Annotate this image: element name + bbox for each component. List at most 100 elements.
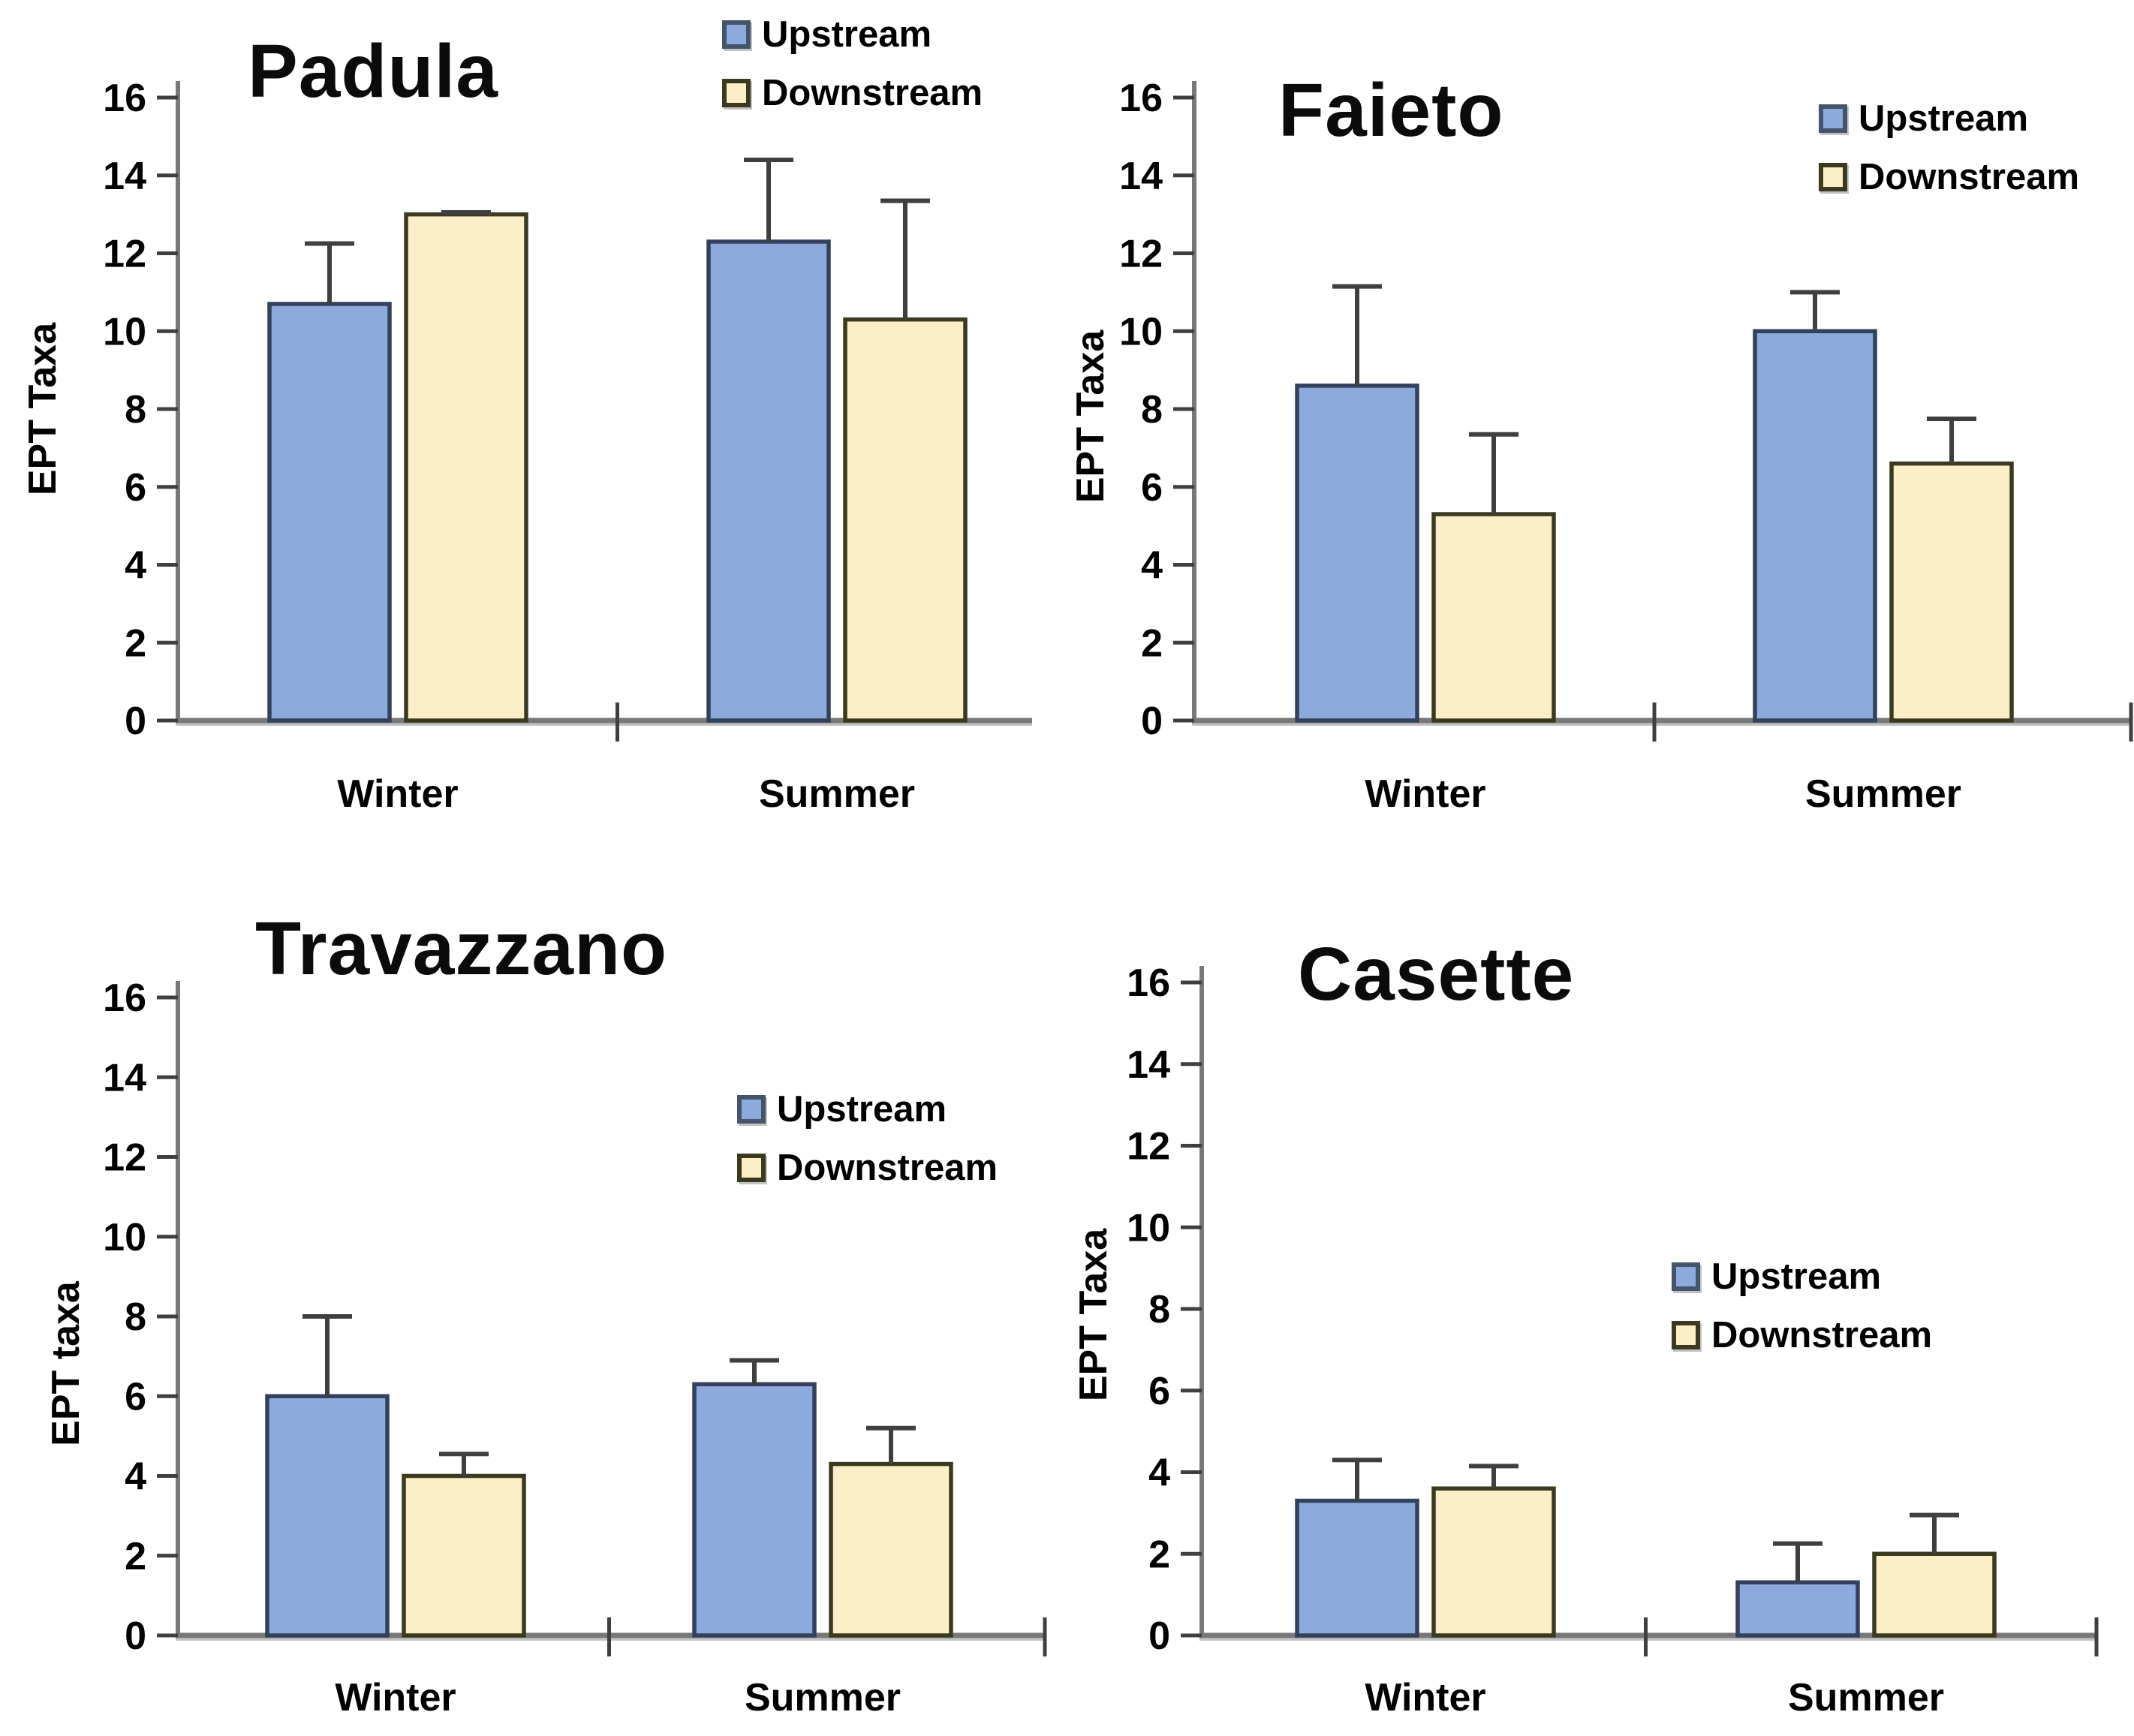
bar-upstream-winter	[1295, 1498, 1419, 1638]
y-tick-label: 0	[125, 1614, 146, 1658]
legend-item-upstream: Upstream	[722, 15, 983, 54]
category-label-summer: Summer	[1788, 1676, 1944, 1719]
y-tick-label: 0	[125, 700, 146, 743]
y-axis-label: EPT taxa	[44, 1281, 88, 1446]
y-axis-label: EPT Taxa	[1069, 329, 1112, 504]
legend-label-downstream: Downstream	[1859, 157, 2080, 197]
y-axis-label: EPT Taxa	[21, 322, 65, 496]
bar-downstream-summer	[1889, 461, 2014, 723]
category-label-winter: Winter	[337, 772, 458, 816]
y-tick-label: 8	[1148, 1288, 1170, 1331]
y-tick-label: 14	[103, 1056, 146, 1100]
downstream-swatch-icon	[1672, 1321, 1700, 1349]
y-tick-label: 6	[1148, 1370, 1170, 1413]
upstream-swatch-icon	[737, 1095, 766, 1124]
bar-upstream-winter	[1295, 384, 1419, 723]
category-label-winter: Winter	[1365, 772, 1485, 816]
bar-upstream-summer	[1735, 1580, 1860, 1638]
travazzano-bar-chart: 0 2 4 6 8 10 12 14 16 Winter Summer	[103, 976, 1047, 1719]
upstream-swatch-icon	[1819, 104, 1847, 133]
bar-downstream-winter	[404, 212, 528, 723]
y-tick-label: 4	[125, 544, 146, 588]
legend-item-downstream: Downstream	[1819, 158, 2079, 197]
panel-travazzano: 0 2 4 6 8 10 12 14 16 Winter Summer Travazzano EPT…	[0, 868, 1067, 1736]
panel-padula: 0 2 4 6 8 10 12 14 16 Winter Summer Padula EPT Tax…	[0, 0, 1067, 868]
y-tick-label: 12	[1127, 1125, 1170, 1169]
legend-label-upstream: Upstream	[1711, 1256, 1882, 1297]
legend: Upstream Downstream	[737, 1090, 998, 1187]
legend-label-upstream: Upstream	[777, 1089, 947, 1130]
panel-title: Faieto	[1278, 68, 1504, 152]
bar-downstream-winter	[402, 1473, 526, 1638]
y-tick-label: 8	[125, 1295, 146, 1339]
legend-label-upstream: Upstream	[1859, 98, 2029, 139]
legend-item-downstream: Downstream	[1672, 1316, 1932, 1355]
y-tick-label: 10	[1127, 1206, 1170, 1250]
panel-title: Padula	[248, 29, 498, 113]
bar-upstream-summer	[692, 1382, 817, 1638]
legend-label-downstream: Downstream	[1711, 1315, 1933, 1355]
legend-item-downstream: Downstream	[737, 1148, 998, 1187]
bar-upstream-summer	[1753, 329, 1877, 723]
downstream-swatch-icon	[737, 1154, 766, 1182]
y-tick-label: 4	[125, 1455, 146, 1499]
panel-title: Travazzano	[255, 907, 668, 991]
y-tick-label: 16	[1127, 961, 1170, 1005]
legend-item-upstream: Upstream	[1672, 1257, 1932, 1296]
bar-downstream-winter	[1431, 512, 1556, 723]
legend: Upstream Downstream	[722, 15, 983, 113]
y-tick-label: 14	[1127, 1043, 1170, 1087]
y-tick-label: 2	[125, 1535, 146, 1578]
legend-item-downstream: Downstream	[722, 74, 983, 113]
category-label-winter: Winter	[335, 1676, 456, 1719]
y-tick-label: 16	[103, 77, 146, 120]
category-label-winter: Winter	[1365, 1676, 1485, 1719]
y-tick-label: 4	[1141, 544, 1163, 588]
legend-label-upstream: Upstream	[762, 14, 932, 55]
y-tick-label: 10	[103, 1216, 146, 1259]
y-tick-label: 12	[1119, 233, 1163, 276]
legend-label-downstream: Downstream	[777, 1148, 998, 1188]
bar-upstream-winter	[265, 1394, 390, 1638]
panel-title: Casette	[1298, 932, 1575, 1016]
y-tick-label: 16	[103, 976, 146, 1020]
y-tick-label: 6	[125, 1375, 146, 1419]
y-tick-label: 0	[1148, 1614, 1170, 1658]
y-tick-label: 10	[1119, 310, 1163, 354]
y-tick-label: 2	[125, 621, 146, 665]
upstream-swatch-icon	[1672, 1262, 1700, 1291]
upstream-swatch-icon	[722, 20, 751, 49]
y-tick-label: 2	[1148, 1533, 1170, 1576]
faieto-bar-chart: 0 2 4 6 8 10 12 14 16 Winter Summer	[1119, 77, 2133, 816]
y-tick-label: 0	[1141, 700, 1163, 743]
y-tick-label: 8	[1141, 388, 1163, 432]
y-tick-label: 8	[125, 388, 146, 432]
y-tick-label: 12	[103, 233, 146, 276]
y-tick-label: 14	[1119, 155, 1163, 198]
legend-label-downstream: Downstream	[762, 73, 983, 113]
category-label-summer: Summer	[745, 1676, 901, 1719]
bar-downstream-winter	[1431, 1486, 1556, 1638]
y-tick-label: 16	[1119, 77, 1163, 120]
bar-downstream-summer	[843, 317, 968, 723]
y-tick-label: 6	[1141, 466, 1163, 510]
downstream-swatch-icon	[1819, 163, 1847, 191]
legend-item-upstream: Upstream	[737, 1090, 998, 1129]
category-label-summer: Summer	[1805, 772, 1961, 816]
y-tick-label: 14	[103, 155, 146, 198]
bar-upstream-winter	[267, 302, 392, 723]
legend: Upstream Downstream	[1672, 1257, 1932, 1355]
bar-downstream-summer	[1872, 1551, 1997, 1638]
casette-bar-chart: 0 2 4 6 8 10 12 14 16 Winter Summer	[1127, 961, 2099, 1719]
y-tick-label: 4	[1148, 1452, 1170, 1495]
y-tick-label: 2	[1141, 621, 1163, 665]
legend-item-upstream: Upstream	[1819, 99, 2079, 138]
panel-faieto: 0 2 4 6 8 10 12 14 16 Winter Summer Faieto EPT Tax…	[1067, 0, 2133, 868]
category-label-summer: Summer	[759, 772, 915, 816]
y-axis-label: EPT Taxa	[1072, 1228, 1115, 1402]
legend: Upstream Downstream	[1819, 99, 2079, 197]
y-tick-label: 10	[103, 310, 146, 354]
downstream-swatch-icon	[722, 79, 751, 107]
y-tick-label: 12	[103, 1136, 146, 1180]
